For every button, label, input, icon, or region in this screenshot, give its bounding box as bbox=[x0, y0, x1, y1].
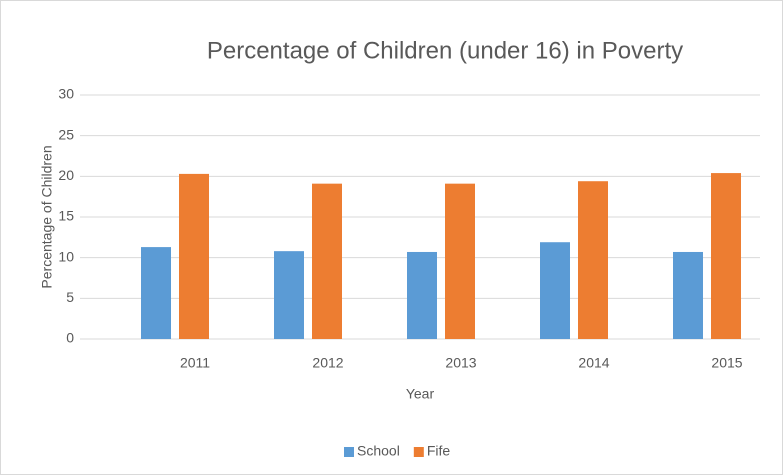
legend-swatch bbox=[413, 447, 424, 457]
bar bbox=[445, 183, 475, 339]
bar bbox=[407, 251, 437, 339]
bar bbox=[179, 173, 209, 339]
x-tick-label: 2013 bbox=[445, 355, 476, 371]
x-tick-label: 2014 bbox=[578, 355, 609, 371]
bar bbox=[141, 247, 171, 339]
y-tick-label: 10 bbox=[58, 248, 74, 264]
legend-swatch bbox=[344, 447, 354, 457]
bar bbox=[673, 251, 703, 339]
y-tick-label: 25 bbox=[58, 126, 74, 142]
y-axis-label: Percentage of Children bbox=[39, 145, 55, 288]
y-tick-label: 15 bbox=[58, 208, 74, 224]
x-tick-label: 2015 bbox=[711, 355, 742, 371]
y-tick-label: 0 bbox=[66, 330, 74, 346]
y-tick-label: 20 bbox=[58, 167, 74, 183]
legend-label: School bbox=[357, 443, 400, 459]
y-tick-label: 30 bbox=[58, 86, 74, 102]
chart-title: Percentage of Children (under 16) in Pov… bbox=[207, 37, 683, 64]
x-tick-label: 2011 bbox=[180, 355, 210, 371]
bar bbox=[578, 181, 608, 339]
bar bbox=[540, 242, 570, 339]
bar bbox=[312, 183, 342, 339]
legend-label: Fife bbox=[427, 443, 451, 459]
x-tick-label: 2012 bbox=[312, 355, 343, 371]
x-axis-label: Year bbox=[406, 386, 435, 402]
bar bbox=[711, 173, 741, 339]
bar bbox=[274, 251, 304, 339]
y-tick-label: 5 bbox=[66, 289, 74, 305]
